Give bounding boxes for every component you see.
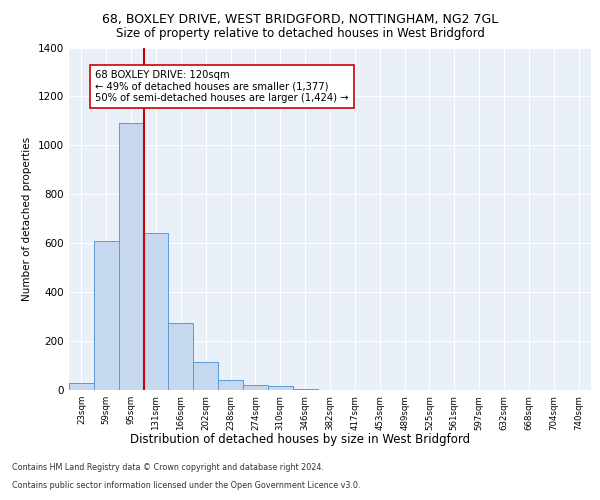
Text: Contains HM Land Registry data © Crown copyright and database right 2024.: Contains HM Land Registry data © Crown c… [12,464,324,472]
Bar [143,234,169,390]
Bar [268,386,293,390]
Text: Distribution of detached houses by size in West Bridgford: Distribution of detached houses by size … [130,432,470,446]
Bar [69,382,94,390]
Y-axis label: Number of detached properties: Number of detached properties [22,136,32,301]
Text: Size of property relative to detached houses in West Bridgford: Size of property relative to detached ho… [116,28,484,40]
Bar [193,362,218,390]
Text: 68 BOXLEY DRIVE: 120sqm
← 49% of detached houses are smaller (1,377)
50% of semi: 68 BOXLEY DRIVE: 120sqm ← 49% of detache… [95,70,349,102]
Bar [243,385,268,390]
Bar [218,380,243,390]
Text: 68, BOXLEY DRIVE, WEST BRIDGFORD, NOTTINGHAM, NG2 7GL: 68, BOXLEY DRIVE, WEST BRIDGFORD, NOTTIN… [102,12,498,26]
Bar [293,389,317,390]
Bar [169,322,193,390]
Bar [94,241,119,390]
Bar [119,124,143,390]
Text: Contains public sector information licensed under the Open Government Licence v3: Contains public sector information licen… [12,481,361,490]
